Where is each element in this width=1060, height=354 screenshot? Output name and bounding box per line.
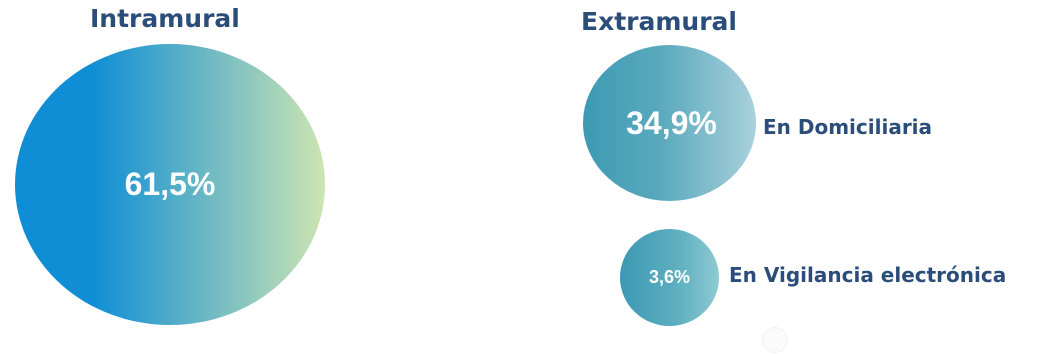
vigilancia-value-label: 3,6% — [648, 267, 691, 287]
faint-watermark-icon — [762, 327, 788, 353]
intramural-heading: Intramural — [90, 4, 240, 33]
vigilancia-category-label: En Vigilancia electrónica — [729, 263, 1007, 287]
domiciliaria-bubble: 34,9% — [583, 45, 756, 201]
vigilancia-bubble: 3,6% — [620, 229, 719, 326]
domiciliaria-value-label: 34,9% — [626, 104, 717, 141]
intramural-bubble: 61,5% — [15, 44, 325, 325]
domiciliaria-category-label: En Domiciliaria — [763, 115, 933, 139]
intramural-value-label: 61,5% — [124, 166, 216, 202]
extramural-heading: Extramural — [581, 7, 737, 36]
